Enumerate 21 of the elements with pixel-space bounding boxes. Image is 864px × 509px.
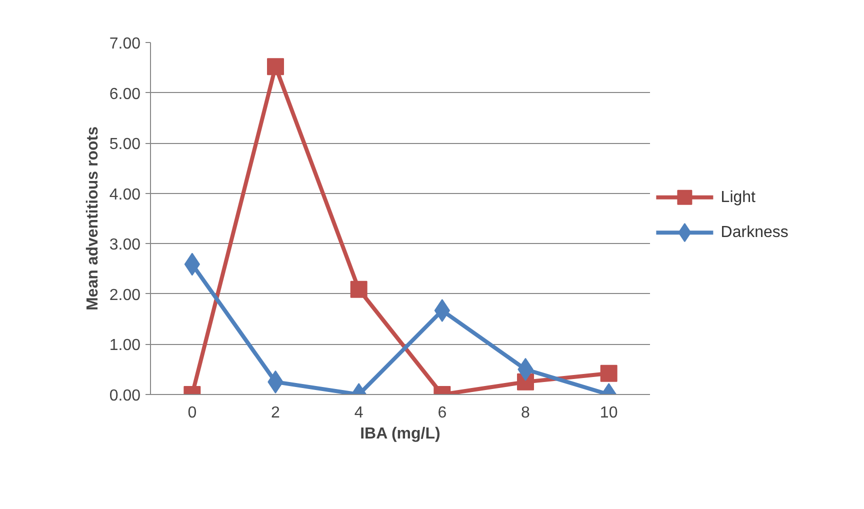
y-tick-label: 2.00 (109, 286, 141, 304)
x-tick-label: 0 (188, 404, 197, 422)
x-tick-label: 4 (354, 404, 364, 422)
point (267, 58, 284, 76)
x-tick-label: 6 (438, 404, 447, 422)
y-tick-label: 3.00 (109, 236, 141, 254)
y-tick-label: 1.00 (109, 337, 141, 354)
legend-label: Light (720, 188, 756, 206)
point (600, 364, 618, 382)
y-tick-label: 7.00 (109, 36, 141, 52)
point (350, 280, 368, 298)
y-tick-label: 4.00 (109, 186, 141, 204)
x-tick-label: 2 (271, 404, 280, 422)
x-axis-title: IBA (mg/L) (360, 426, 440, 442)
y-tick-label: 6.00 (109, 86, 141, 103)
x-tick-label: 8 (521, 404, 530, 422)
y-tick-label: 5.00 (109, 136, 141, 154)
y-tick-label: 0.00 (109, 388, 141, 404)
x-tick-label: 10 (600, 404, 618, 422)
legend-label: Darkness (720, 224, 788, 242)
y-axis-title: Mean adventitious roots (84, 126, 102, 311)
